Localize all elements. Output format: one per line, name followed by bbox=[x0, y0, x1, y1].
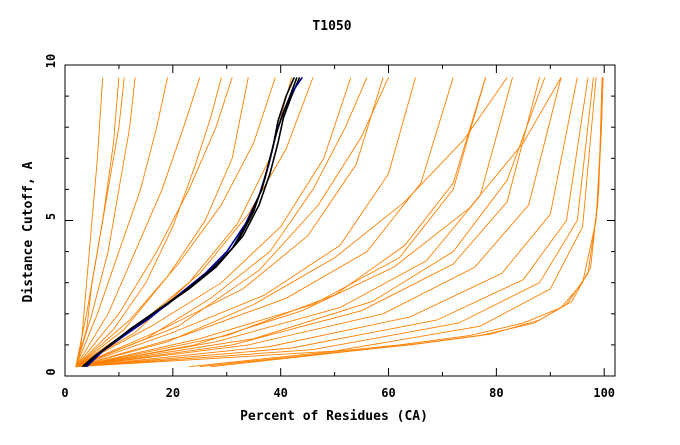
series-line-13 bbox=[75, 77, 416, 368]
series-line-19 bbox=[75, 77, 578, 368]
series-line-3 bbox=[81, 77, 298, 368]
series-line-31 bbox=[188, 77, 603, 368]
series-line-18 bbox=[75, 77, 562, 368]
series-line-25 bbox=[75, 77, 562, 368]
series-line-6 bbox=[75, 77, 168, 367]
x-tick-label: 60 bbox=[381, 386, 395, 400]
y-axis-label: Distance Cutoff, A bbox=[21, 161, 36, 302]
series-line-34 bbox=[75, 77, 487, 368]
x-axis-label: Percent of Residues (CA) bbox=[240, 409, 428, 424]
series-line-20 bbox=[75, 77, 589, 368]
series-line-9 bbox=[75, 77, 276, 368]
series-line-5 bbox=[75, 77, 136, 367]
axis-layer: 0 20 40 60 80 100 0 5 10 bbox=[44, 54, 615, 400]
y-tick-label: 0 bbox=[44, 368, 58, 375]
series-line-26 bbox=[75, 77, 222, 368]
series-line-11 bbox=[75, 77, 352, 368]
x-tick-label: 40 bbox=[273, 386, 287, 400]
series-line-24 bbox=[75, 77, 508, 368]
series-line-8 bbox=[75, 77, 233, 367]
series-layer bbox=[75, 76, 604, 368]
series-line-14 bbox=[75, 77, 454, 368]
series-line-27 bbox=[75, 77, 249, 368]
x-tick-label: 100 bbox=[593, 386, 615, 400]
series-line-35 bbox=[75, 77, 546, 368]
series-line-36 bbox=[75, 77, 389, 368]
series-line-21 bbox=[75, 77, 594, 368]
series-line-12 bbox=[75, 77, 384, 368]
y-tick-label: 5 bbox=[44, 213, 58, 220]
series-line-30 bbox=[75, 77, 120, 367]
chart-title: T1050 bbox=[312, 19, 351, 34]
series-line-16 bbox=[75, 77, 513, 368]
series-line-15 bbox=[75, 77, 487, 368]
series-line-22 bbox=[75, 77, 597, 368]
series-line-7 bbox=[75, 77, 201, 367]
x-tick-label: 20 bbox=[166, 386, 180, 400]
series-line-33 bbox=[210, 77, 603, 368]
series-line-29 bbox=[75, 77, 104, 367]
x-tick-label: 80 bbox=[489, 386, 503, 400]
x-tick-label: 0 bbox=[61, 386, 68, 400]
y-tick-label: 10 bbox=[44, 54, 58, 68]
series-line-17 bbox=[75, 77, 540, 368]
